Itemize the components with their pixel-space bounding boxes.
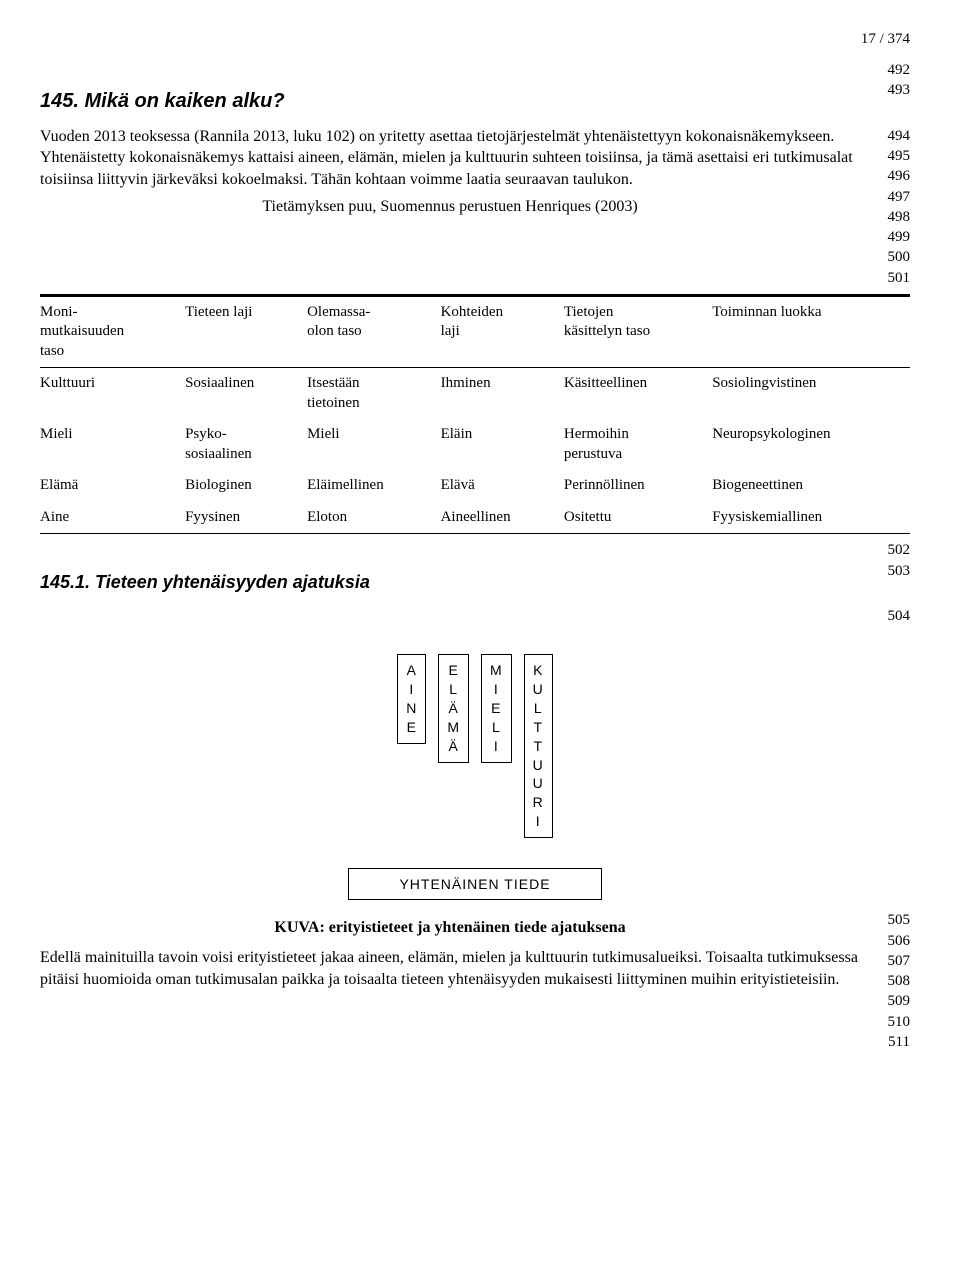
table-row: MieliPsyko-sosiaalinenMieliEläinHermoihi… xyxy=(40,419,910,470)
table-cell: Eläin xyxy=(441,419,564,470)
diagram-box: AINE xyxy=(397,654,426,744)
diagram-box: ELÄMÄ xyxy=(438,654,469,762)
diagram-bottom-box: YHTENÄINEN TIEDE xyxy=(348,868,601,900)
table-cell: Elävä xyxy=(441,470,564,502)
subsection-heading: 145.1. Tieteen yhtenäisyyden ajatuksia xyxy=(40,571,860,594)
table-header-cell: Kohteidenlaji xyxy=(441,295,564,368)
table-cell: Perinnöllinen xyxy=(564,470,712,502)
table-cell: Biogeneettinen xyxy=(712,470,910,502)
table-header-cell: Olemassa-olon taso xyxy=(307,295,441,368)
diagram-box: MIELI xyxy=(481,654,512,762)
table-row: KulttuuriSosiaalinenItsestääntietoinenIh… xyxy=(40,368,910,420)
section-heading: 145. Mikä on kaiken alku? xyxy=(40,88,860,114)
table-cell: Eläimellinen xyxy=(307,470,441,502)
line-number: 503 xyxy=(860,561,910,606)
table-cell: Psyko-sosiaalinen xyxy=(185,419,307,470)
table-cell: Kulttuuri xyxy=(40,368,185,420)
line-number: 493 xyxy=(860,80,910,126)
table-row: ElämäBiologinenEläimellinenEläväPerinnöl… xyxy=(40,470,910,502)
table-row: AineFyysinenElotonAineellinenOsitettuFyy… xyxy=(40,502,910,534)
table-cell: Sosiaalinen xyxy=(185,368,307,420)
table-cell: Mieli xyxy=(40,419,185,470)
table-header-cell: Tietojenkäsittelyn taso xyxy=(564,295,712,368)
table-cell: Sosiolingvistinen xyxy=(712,368,910,420)
table-cell: Ihminen xyxy=(441,368,564,420)
body-paragraph: Vuoden 2013 teoksessa (Rannila 2013, luk… xyxy=(40,126,860,191)
table-cell: Mieli xyxy=(307,419,441,470)
table-cell: Eloton xyxy=(307,502,441,534)
line-number: 492 xyxy=(40,60,910,80)
table-cell: Elämä xyxy=(40,470,185,502)
table-header-cell: Moni-mutkaisuudentaso xyxy=(40,295,185,368)
diagram: AINE ELÄMÄ MIELI KULTTUURI YHTENÄINEN TIEDE xyxy=(40,654,910,900)
table-cell: Fyysinen xyxy=(185,502,307,534)
body-paragraph: Edellä mainituilla tavoin voisi erityist… xyxy=(40,947,860,990)
line-number-group: 505506507508509510511 xyxy=(860,910,910,1052)
table-cell: Hermoihinperustuva xyxy=(564,419,712,470)
table-cell: Aine xyxy=(40,502,185,534)
table-header-cell: Toiminnan luokka xyxy=(712,295,910,368)
table-cell: Fyysiskemiallinen xyxy=(712,502,910,534)
diagram-box: KULTTUURI xyxy=(524,654,553,838)
table-cell: Itsestääntietoinen xyxy=(307,368,441,420)
table-header-cell: Tieteen laji xyxy=(185,295,307,368)
line-number: 504 xyxy=(40,606,910,626)
table-cell: Biologinen xyxy=(185,470,307,502)
table-cell: Aineellinen xyxy=(441,502,564,534)
table-cell: Neuropsykologinen xyxy=(712,419,910,470)
line-number: 502 xyxy=(40,540,910,560)
table-cell: Ositettu xyxy=(564,502,712,534)
table-cell: Käsitteellinen xyxy=(564,368,712,420)
line-number-group: 494495496497498499500501 xyxy=(860,126,910,288)
figure-caption: KUVA: erityistieteet ja yhtenäinen tiede… xyxy=(40,918,860,939)
data-table: Moni-mutkaisuudentasoTieteen lajiOlemass… xyxy=(40,294,910,535)
page-indicator: 17 / 374 xyxy=(40,30,910,50)
table-caption: Tietämyksen puu, Suomennus perustuen Hen… xyxy=(40,197,860,218)
